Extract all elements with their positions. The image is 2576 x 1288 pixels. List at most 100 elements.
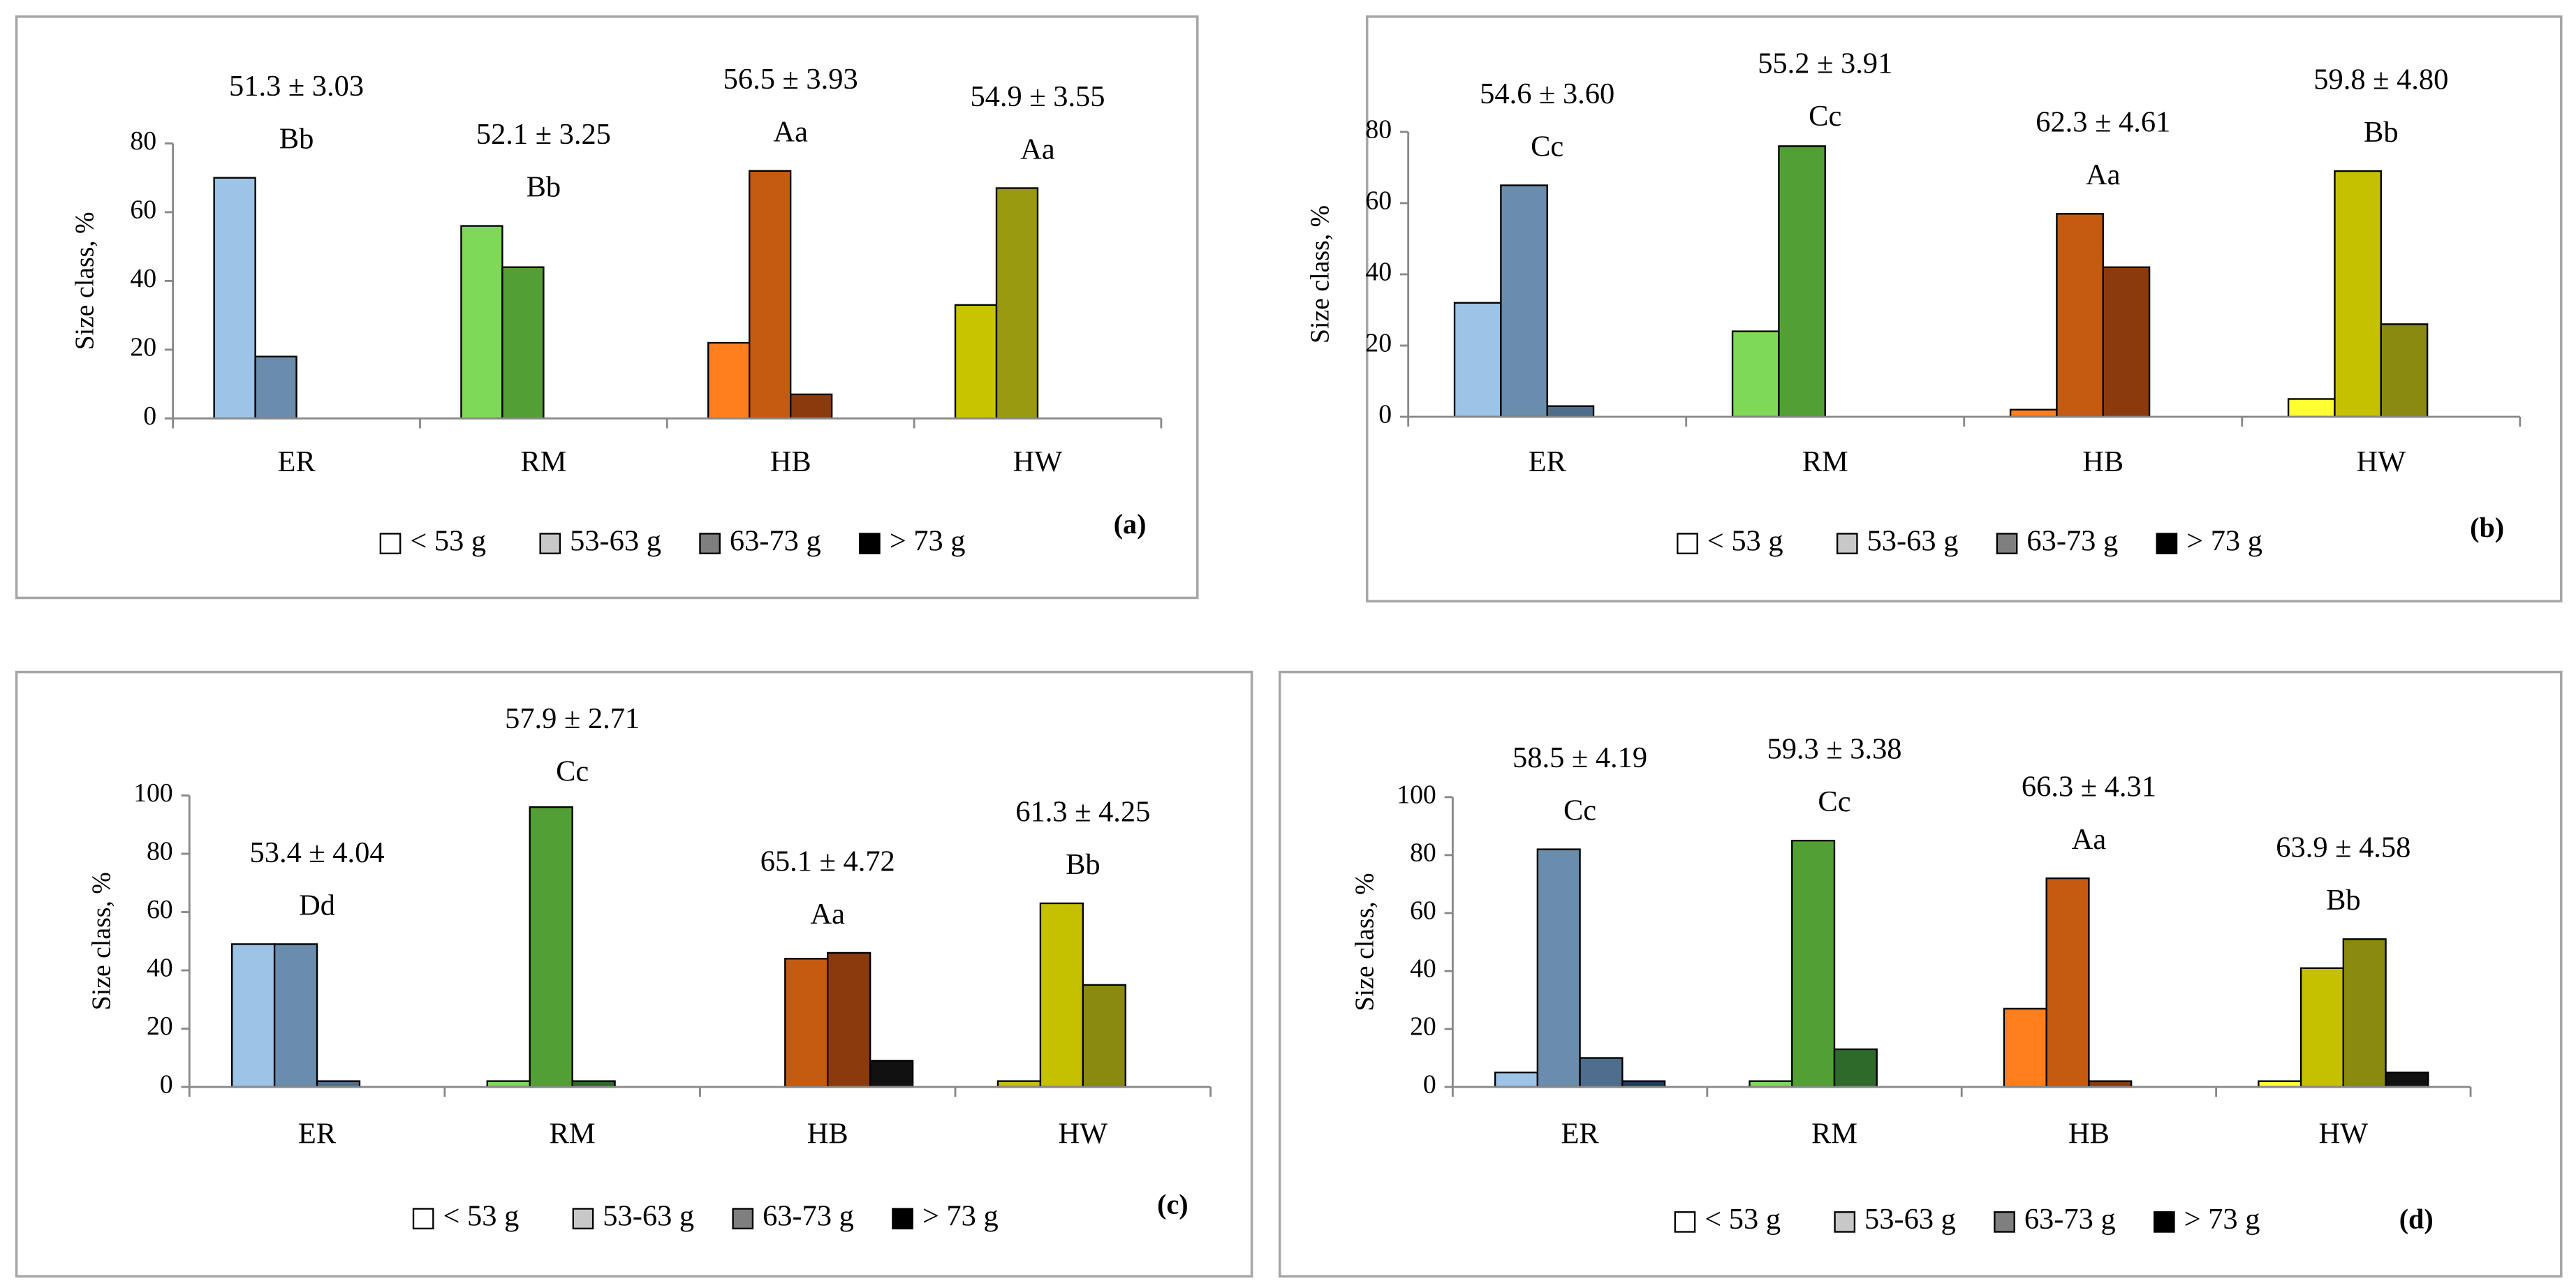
bar xyxy=(869,1060,914,1088)
panel: 0 20 40 60 80 Size class, % ER Bb 51.3 ± 3.03 RM B… xyxy=(15,15,1199,600)
legend-label: < 53 g xyxy=(443,1199,519,1232)
bar xyxy=(231,943,276,1088)
bar xyxy=(2102,266,2151,418)
bar xyxy=(2299,967,2345,1088)
bar xyxy=(1778,145,1826,418)
bar xyxy=(1536,848,1581,1088)
legend-label: 63-73 g xyxy=(2026,524,2118,557)
annotation-group: Dd xyxy=(299,889,335,921)
panel: 0 20 40 60 80 100 Size class, % ER Cc 58.5 ± 4.19… xyxy=(1278,670,2563,1278)
annotation-group: Cc xyxy=(1818,785,1850,818)
x-tick-label: RM xyxy=(550,1117,596,1150)
y-tick-label: 20 xyxy=(1410,1012,1436,1042)
annotation-mean: 63.9 ± 4.58 xyxy=(2276,831,2411,864)
legend-label: 53-63 g xyxy=(603,1199,694,1232)
bar xyxy=(460,225,503,420)
y-tick-label: 0 xyxy=(143,401,156,431)
x-tick-label: HW xyxy=(1013,445,1063,478)
bar xyxy=(2287,398,2336,418)
bar xyxy=(1494,1072,1539,1088)
legend-label: 53-63 g xyxy=(1867,524,1959,557)
panel: 0 20 40 60 80 100 Size class, % ER Dd 53.4 ± 4.04… xyxy=(15,670,1253,1278)
y-tick-label: 80 xyxy=(1365,115,1392,145)
annotation-mean: 59.3 ± 3.38 xyxy=(1767,732,1901,765)
bar xyxy=(1791,839,1836,1088)
legend-label: 53-63 g xyxy=(1864,1203,1956,1236)
bar xyxy=(2003,1007,2047,1088)
annotation-group: Cc xyxy=(1563,794,1596,827)
y-axis-title: Size class, % xyxy=(1350,873,1379,1011)
annotation-mean: 58.5 ± 4.19 xyxy=(1513,741,1647,774)
legend-label: 63-73 g xyxy=(763,1199,854,1232)
bar xyxy=(1546,405,1595,418)
bar xyxy=(1453,302,1502,418)
bar xyxy=(213,177,256,420)
bar xyxy=(2385,1072,2429,1088)
annotation-mean: 54.6 ± 3.60 xyxy=(1480,77,1614,110)
x-tick-label: ER xyxy=(1561,1117,1599,1150)
y-tick-label: 0 xyxy=(1423,1070,1436,1100)
bar xyxy=(501,266,545,420)
legend-swatch xyxy=(412,1208,434,1230)
y-tick-label: 60 xyxy=(130,195,156,225)
x-tick-label: RM xyxy=(1811,1117,1857,1150)
bar xyxy=(2045,877,2090,1088)
x-tick-label: HW xyxy=(2356,445,2406,478)
bar xyxy=(1039,902,1084,1088)
y-tick-label: 100 xyxy=(1397,780,1436,810)
legend-swatch xyxy=(892,1208,913,1230)
bar xyxy=(2342,938,2387,1088)
annotation-mean: 65.1 ± 4.72 xyxy=(760,845,895,878)
legend-swatch xyxy=(1834,1211,1856,1233)
x-tick-label: HB xyxy=(807,1117,848,1150)
legend-swatch xyxy=(732,1208,754,1230)
bar xyxy=(1833,1048,1878,1088)
annotation-group: Aa xyxy=(2086,158,2121,191)
bar xyxy=(1500,184,1548,418)
annotation-group: Aa xyxy=(1020,133,1055,165)
legend-swatch xyxy=(699,533,721,554)
annotation-group: Aa xyxy=(811,898,846,931)
y-tick-label: 40 xyxy=(1410,954,1436,984)
annotation-mean: 56.5 ± 3.93 xyxy=(723,63,858,96)
legend-swatch xyxy=(2156,533,2178,554)
y-axis-title: Size class, % xyxy=(87,872,116,1010)
bar xyxy=(1082,984,1126,1088)
legend-swatch xyxy=(1836,533,1858,554)
bar xyxy=(789,393,833,420)
panel-frame xyxy=(1278,670,2563,1278)
panel-label: (d) xyxy=(2399,1204,2434,1235)
x-tick-label: HB xyxy=(770,445,811,478)
y-tick-label: 40 xyxy=(1365,258,1392,287)
bar xyxy=(2009,408,2058,418)
y-tick-label: 0 xyxy=(1378,400,1392,429)
x-tick-label: HB xyxy=(2082,445,2124,478)
y-tick-label: 20 xyxy=(1365,329,1392,358)
legend-swatch xyxy=(1994,1211,2015,1233)
legend-label: > 73 g xyxy=(2186,524,2262,557)
legend-swatch xyxy=(2153,1211,2175,1233)
annotation-group: Cc xyxy=(556,755,589,788)
annotation-mean: 66.3 ± 4.31 xyxy=(2022,770,2156,803)
x-tick-label: HB xyxy=(2068,1117,2110,1150)
legend-swatch xyxy=(572,1208,594,1230)
y-tick-label: 100 xyxy=(133,778,173,808)
y-axis-title: Size class, % xyxy=(1306,205,1335,343)
panel-frame xyxy=(15,670,1253,1278)
x-tick-label: ER xyxy=(298,1117,337,1150)
y-axis-title: Size class, % xyxy=(71,212,100,350)
bar xyxy=(749,170,792,420)
annotation-mean: 59.8 ± 4.80 xyxy=(2313,63,2448,96)
panel-label: (a) xyxy=(1114,508,1147,540)
annotation-mean: 51.3 ± 3.03 xyxy=(229,70,364,103)
y-tick-label: 20 xyxy=(130,333,156,362)
bar xyxy=(529,806,573,1088)
annotation-mean: 62.3 ± 4.61 xyxy=(2036,106,2170,139)
bar xyxy=(995,187,1039,420)
annotation-mean: 52.1 ± 3.25 xyxy=(476,118,611,151)
x-tick-label: RM xyxy=(520,445,566,478)
x-tick-label: HW xyxy=(1058,1117,1107,1150)
annotation-group: Bb xyxy=(2364,116,2399,149)
legend-swatch xyxy=(539,533,561,554)
y-tick-label: 40 xyxy=(147,954,173,983)
